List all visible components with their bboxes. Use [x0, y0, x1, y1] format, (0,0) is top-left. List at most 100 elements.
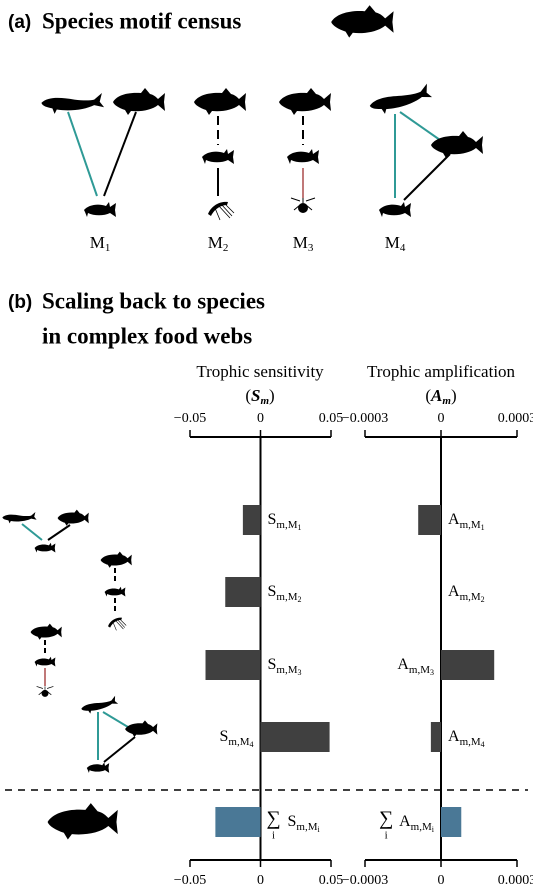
chart-symbol: (Am)	[425, 386, 456, 407]
bar-label-subsub: 2	[298, 595, 302, 604]
bar-label-subsub: 4	[481, 740, 485, 749]
bar-label-subsub: i	[432, 825, 435, 834]
x-tick-label: −0.0003	[342, 873, 388, 888]
bar-label: Sm,M1	[268, 511, 302, 532]
bar-label-base: S	[268, 583, 277, 600]
symbol-base: S	[251, 386, 260, 405]
symbol-base: A	[430, 386, 442, 405]
panel-label: (a)	[8, 12, 31, 33]
bar-label: Sm,M4	[220, 728, 254, 749]
panel-title: Species motif census	[42, 8, 241, 33]
bar-label-sub: m,M	[460, 736, 481, 748]
bar	[430, 722, 441, 752]
x-tick-label: 0	[438, 873, 445, 888]
bar-label-operator: ∑	[266, 808, 280, 830]
panel-title: Scaling back to species	[42, 288, 265, 313]
bar-label-base: S	[220, 728, 229, 745]
motif-m2	[194, 88, 246, 221]
x-tick-label: 0	[438, 411, 445, 426]
left-motifs	[2, 509, 158, 840]
bar	[418, 505, 441, 535]
chart-title: Trophic sensitivity	[196, 362, 324, 381]
bar-label-base: A	[448, 583, 460, 600]
bar-label: Am,Mi	[399, 813, 435, 834]
bar-label-sub: m,M	[296, 821, 317, 833]
bar-label-base: A	[399, 813, 411, 830]
motif-label-sub: 3	[308, 242, 314, 254]
bar-label-subsub: 1	[298, 523, 302, 532]
motif-m4	[367, 83, 483, 217]
bar-label-subsub: 1	[481, 523, 485, 532]
bar	[260, 722, 330, 752]
bar-label: Am,M3	[397, 656, 434, 677]
motif-label-base: M	[90, 233, 105, 252]
bar-label: Sm,M2	[268, 583, 302, 604]
bar-label-subsub: 3	[430, 668, 434, 677]
bar-label-base: A	[448, 511, 460, 528]
bar-label-subsub: 4	[250, 740, 254, 749]
bar	[205, 650, 261, 680]
symbol-close: )	[269, 386, 275, 405]
x-tick-label: 0	[257, 873, 264, 888]
motif-label-base: M	[293, 233, 308, 252]
bar	[242, 505, 261, 535]
bar-label-base: A	[397, 656, 409, 673]
symbol-open: (	[245, 386, 251, 405]
bar	[441, 650, 495, 680]
bar-label-index: i	[385, 830, 388, 842]
x-tick-label: 0.05	[319, 873, 344, 888]
bar-label-base: S	[288, 813, 297, 830]
motif-label-sub: 4	[400, 242, 406, 254]
bar-label: Am,M2	[448, 583, 485, 604]
bar-label-index: i	[272, 830, 275, 842]
bar-label-base: S	[268, 511, 277, 528]
bar	[225, 577, 261, 607]
bar	[441, 807, 462, 837]
bar-label: Sm,Mi	[288, 813, 321, 834]
x-tick-label: 0.05	[319, 411, 344, 426]
bar-label: Sm,M3	[268, 656, 302, 677]
panel-title: in complex food webs	[42, 323, 252, 348]
motif-label-base: M	[385, 233, 400, 252]
bar-label-sub: m,M	[409, 664, 430, 676]
motif-label-base: M	[208, 233, 223, 252]
symbol-open: (	[425, 386, 431, 405]
bar	[215, 807, 261, 837]
chart-title: Trophic amplification	[367, 362, 516, 381]
symbol-sub: m	[442, 395, 451, 407]
bar-label-base: S	[268, 656, 277, 673]
bar-label-operator: ∑	[379, 808, 393, 830]
motif-label-sub: 1	[105, 242, 111, 254]
bar-label-sub: m,M	[276, 591, 297, 603]
motif-label-sub: 2	[223, 242, 229, 254]
bar-label-base: A	[448, 728, 460, 745]
bar-label-sub: m,M	[460, 591, 481, 603]
bar-label-sub: m,M	[411, 821, 432, 833]
bar-label: Am,M1	[448, 511, 485, 532]
x-tick-label: −0.05	[174, 411, 206, 426]
motif-label: M3	[293, 233, 314, 254]
bar-label-sub: m,M	[276, 519, 297, 531]
bar-label-subsub: 2	[481, 595, 485, 604]
bar-label: Am,M4	[448, 728, 485, 749]
motif-m3	[279, 88, 331, 214]
motif-label: M1	[90, 233, 111, 254]
x-tick-label: 0	[257, 411, 264, 426]
x-tick-label: 0.0003	[498, 411, 533, 426]
x-tick-label: −0.05	[174, 873, 206, 888]
motif-label: M4	[385, 233, 406, 254]
bar-label-sub: m,M	[460, 519, 481, 531]
bar-label-subsub: 3	[298, 668, 302, 677]
x-tick-label: 0.0003	[498, 873, 533, 888]
symbol-close: )	[451, 386, 457, 405]
bar-label-sub: m,M	[276, 664, 297, 676]
motif-label: M2	[208, 233, 229, 254]
symbol-sub: m	[260, 395, 269, 407]
motif-m1	[41, 88, 165, 217]
chart-symbol: (Sm)	[245, 386, 274, 407]
bar-label-sub: m,M	[228, 736, 249, 748]
cod-icon	[331, 5, 394, 38]
bar-label-subsub: i	[318, 825, 321, 834]
panel-label: (b)	[8, 292, 32, 313]
